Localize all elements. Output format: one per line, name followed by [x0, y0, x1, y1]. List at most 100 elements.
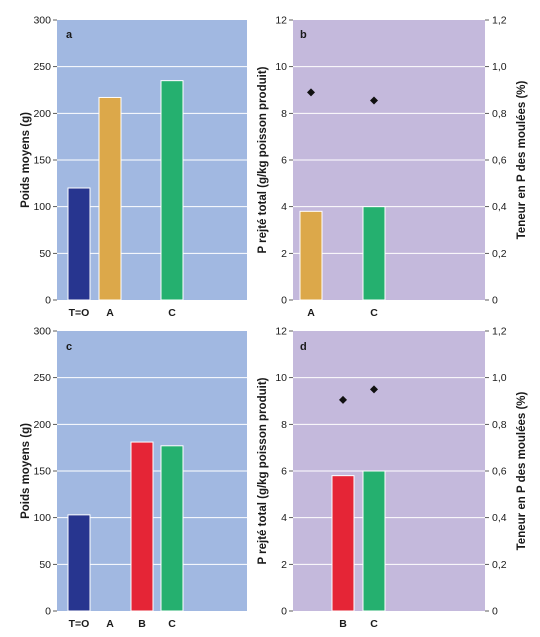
y-tick-label: 6 — [281, 466, 287, 478]
gridlines-b — [293, 66, 485, 254]
y-ticks-right-b: 0 0,2 0,4 0,6 0,8 1,0 1,2 — [485, 15, 507, 307]
x-category-label: T=O — [69, 618, 90, 630]
y-right-tick-label: 0,2 — [492, 559, 507, 571]
data-point — [370, 385, 378, 394]
y-right-tick-label: 0 — [492, 606, 498, 618]
points-d — [339, 385, 378, 404]
y-right-tick-label: 0,2 — [492, 248, 507, 260]
data-point — [307, 88, 315, 97]
y-right-tick-label: 0,6 — [492, 466, 507, 478]
x-category-label: B — [339, 618, 347, 630]
bar — [362, 206, 386, 301]
y-ticks-d: 0 2 4 6 8 10 12 — [275, 326, 293, 618]
y-right-tick-label: 0 — [492, 295, 498, 307]
bar — [160, 445, 184, 612]
y-right-tick-label: 1,2 — [492, 326, 507, 338]
x-categories-a: T=O A C — [69, 307, 177, 319]
y-right-tick-label: 0,4 — [492, 201, 507, 213]
bar — [98, 96, 122, 301]
y-axis-label-d: P rejté total (g/kg poisson produit) — [257, 377, 269, 564]
y-axis-label-right-d: Teneur en P des moulées (%) — [516, 391, 528, 550]
y-tick-label: 6 — [281, 155, 287, 167]
gridlines-d — [293, 377, 485, 565]
y-ticks-a: 0 50 100 150 200 250 300 — [33, 15, 57, 307]
x-category-label: A — [307, 307, 315, 319]
y-tick-label: 12 — [275, 326, 287, 338]
y-tick-label: 100 — [33, 512, 51, 524]
data-point — [339, 395, 347, 404]
y-tick-label: 250 — [33, 372, 51, 384]
x-category-label: C — [168, 307, 176, 319]
y-tick-label: 4 — [281, 512, 287, 524]
y-tick-label: 150 — [33, 466, 51, 478]
x-category-label: B — [138, 618, 146, 630]
x-category-label: A — [106, 618, 114, 630]
y-tick-label: 8 — [281, 108, 287, 120]
bar — [130, 441, 154, 612]
bar — [67, 514, 91, 612]
y-tick-label: 2 — [281, 248, 287, 260]
x-category-label: A — [106, 307, 114, 319]
y-tick-label: 100 — [33, 201, 51, 213]
y-tick-label: 0 — [45, 606, 51, 618]
data-point — [370, 96, 378, 105]
bar — [160, 80, 184, 301]
x-category-label: C — [370, 618, 378, 630]
y-right-tick-label: 0,6 — [492, 155, 507, 167]
bars-b — [299, 206, 386, 301]
bar — [299, 210, 323, 301]
y-tick-label: 300 — [33, 15, 51, 27]
y-right-tick-label: 0,4 — [492, 512, 507, 524]
panel-label-d: d — [300, 341, 307, 353]
y-tick-label: 0 — [45, 295, 51, 307]
x-category-label: T=O — [69, 307, 90, 319]
y-axis-label-b: P rejté total (g/kg poisson produit) — [257, 66, 269, 253]
x-category-label: C — [168, 618, 176, 630]
points-b — [307, 88, 378, 105]
panel-label-c: c — [66, 341, 72, 353]
y-right-tick-label: 0,8 — [492, 108, 507, 120]
y-ticks-c: 0 50 100 150 200 250 300 — [33, 326, 57, 618]
panel-label-a: a — [66, 29, 73, 41]
y-right-tick-label: 1,0 — [492, 61, 507, 73]
y-tick-label: 50 — [39, 559, 51, 571]
y-tick-label: 0 — [281, 295, 287, 307]
y-right-tick-label: 0,8 — [492, 419, 507, 431]
y-ticks-right-d: 0 0,2 0,4 0,6 0,8 1,0 1,2 — [485, 326, 507, 618]
y-tick-label: 200 — [33, 108, 51, 120]
y-tick-label: 50 — [39, 248, 51, 260]
panel-label-b: b — [300, 29, 307, 41]
bars-a — [67, 80, 184, 301]
y-tick-label: 4 — [281, 201, 287, 213]
x-categories-c: T=O A B C — [69, 618, 177, 630]
y-axis-label-a: Poids moyens (g) — [20, 112, 32, 208]
x-category-label: C — [370, 307, 378, 319]
y-tick-label: 250 — [33, 61, 51, 73]
y-tick-label: 150 — [33, 155, 51, 167]
y-tick-label: 200 — [33, 419, 51, 431]
y-tick-label: 10 — [275, 372, 287, 384]
y-tick-label: 10 — [275, 61, 287, 73]
y-right-tick-label: 1,2 — [492, 15, 507, 27]
y-tick-label: 12 — [275, 15, 287, 27]
panel-a: 0 50 100 150 200 250 300 T=O A C a Poids moyens … — [20, 15, 247, 319]
bars-d — [331, 470, 386, 612]
bar — [331, 475, 355, 612]
bar — [362, 470, 386, 612]
y-tick-label: 300 — [33, 326, 51, 338]
bars-c — [67, 441, 184, 612]
panel-c: 0 50 100 150 200 250 300 T=O A B C c Poids moyens… — [20, 326, 247, 630]
y-tick-label: 2 — [281, 559, 287, 571]
y-tick-label: 8 — [281, 419, 287, 431]
y-tick-label: 0 — [281, 606, 287, 618]
y-right-tick-label: 1,0 — [492, 372, 507, 384]
y-ticks-b: 0 2 4 6 8 10 12 — [275, 15, 293, 307]
bar — [67, 187, 91, 301]
y-axis-label-c: Poids moyens (g) — [20, 423, 32, 519]
y-axis-label-right-b: Teneur en P des moulées (%) — [516, 80, 528, 239]
